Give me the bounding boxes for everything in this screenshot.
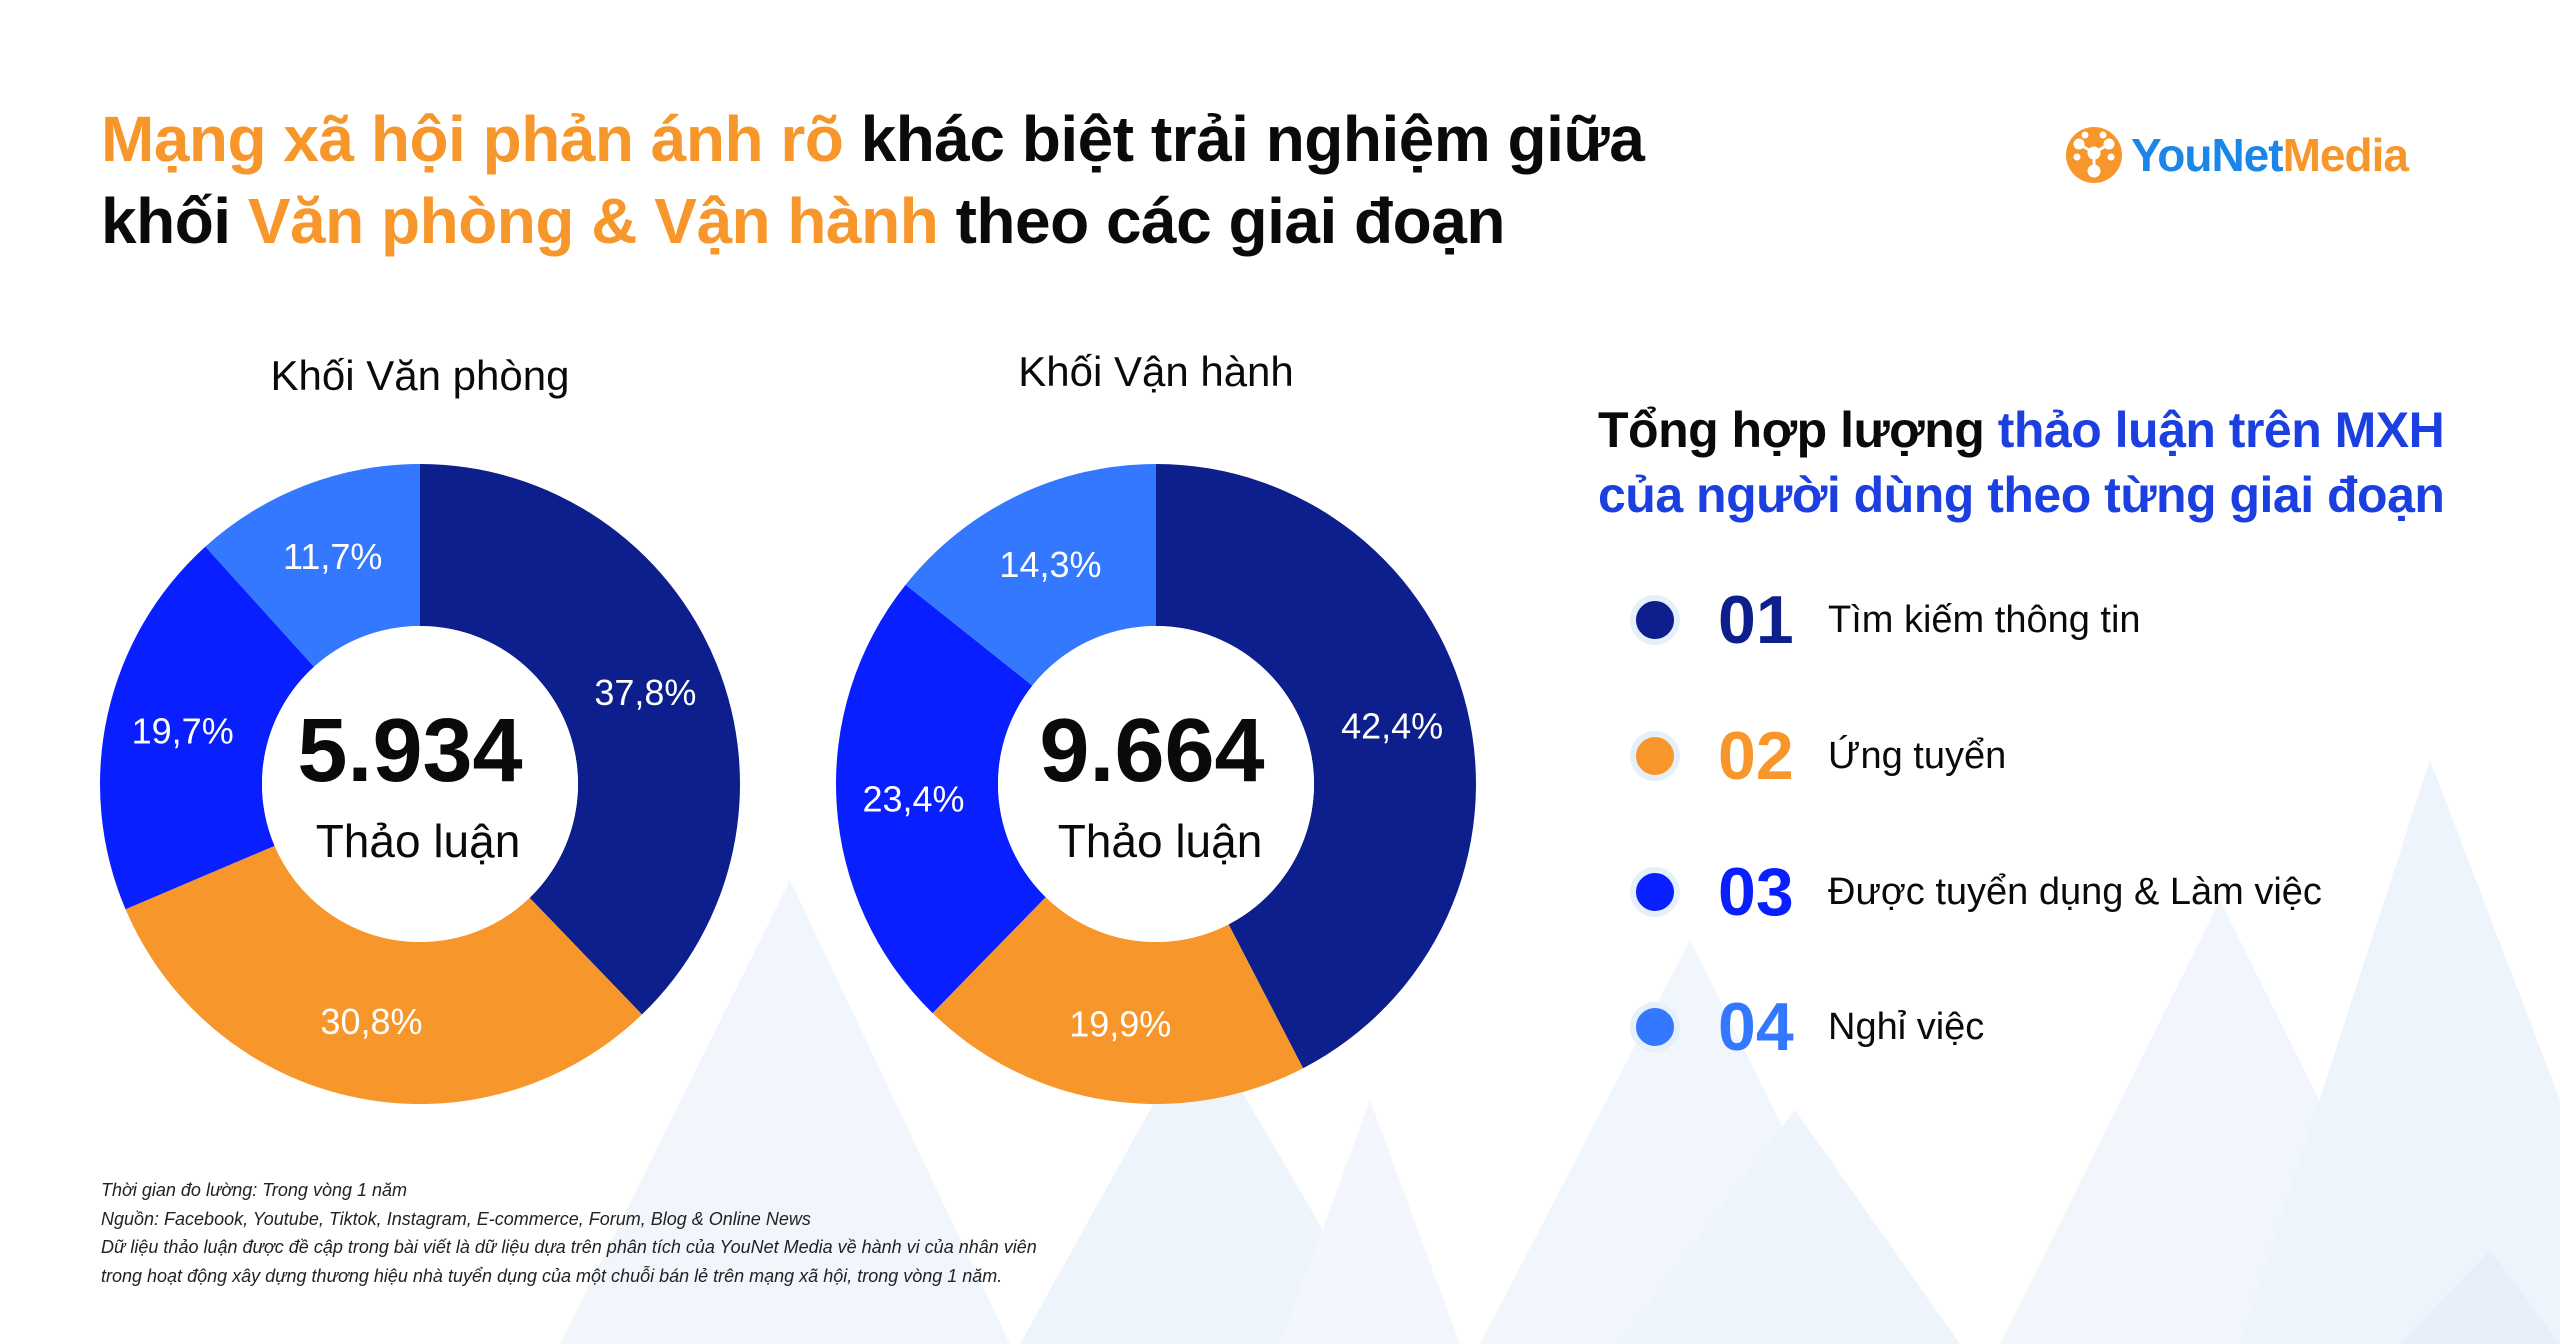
logo-media: Media — [2282, 129, 2409, 181]
legend-number: 02 — [1718, 718, 1794, 794]
legend-label: Được tuyển dụng & Làm việc — [1828, 870, 2322, 913]
legend-dot-icon — [1630, 867, 1680, 917]
younet-media-logo: YouNetMedia — [2065, 124, 2409, 186]
legend-item: 01 Tìm kiếm thông tin — [1630, 580, 2141, 660]
summary-heading: Tổng hợp lượng thảo luận trên MXH của ng… — [1598, 398, 2445, 528]
donut-hole — [998, 626, 1314, 942]
footnotes: Thời gian đo lường: Trong vòng 1 năm Ngu… — [101, 1176, 1037, 1290]
donut-slice-1-2 — [835, 584, 1046, 1014]
chart-title-operations: Khối Vận hành — [1018, 348, 1294, 395]
summary-text: Tổng hợp lượng — [1598, 402, 1998, 458]
center-label-operations: Thảo luận — [1057, 815, 1263, 867]
donut-hole — [262, 626, 578, 942]
logo-icon — [2066, 127, 2122, 183]
center-value-operations: 9.664 — [1039, 701, 1265, 801]
legend-label: Ứng tuyển — [1828, 734, 2007, 777]
page-title: Mạng xã hội phản ánh rõ khác biệt trải n… — [101, 98, 1645, 262]
slice-label: 11,7% — [283, 536, 382, 577]
donut-slice-1-0 — [1156, 464, 1476, 1069]
logo-you: YouNet — [2131, 129, 2284, 181]
center-label-office: Thảo luận — [315, 815, 521, 867]
title-text: theo các giai đoạn — [938, 185, 1506, 257]
slice-label: 19,7% — [132, 711, 234, 752]
legend-label: Nghỉ việc — [1828, 1005, 1985, 1048]
legend-item: 03 Được tuyển dụng & Làm việc — [1630, 852, 2322, 932]
legend-number: 01 — [1718, 582, 1794, 658]
legend-label: Tìm kiếm thông tin — [1828, 598, 2141, 641]
legend-number: 04 — [1718, 989, 1794, 1065]
chart-title-office: Khối Văn phòng — [270, 352, 570, 399]
slice-label: 14,3% — [999, 544, 1101, 585]
center-value-office: 5.934 — [297, 701, 523, 801]
donut-slice-0-0 — [420, 464, 740, 1015]
note-description: Dữ liệu thảo luận được đề cập trong bài … — [101, 1237, 1037, 1257]
donut-slice-0-2 — [100, 546, 315, 910]
legend-dot-icon — [1630, 1002, 1680, 1052]
title-text: khác biệt trải nghiệm giữa — [843, 103, 1645, 175]
slice-label: 30,8% — [320, 1001, 422, 1042]
note-source: Nguồn: Facebook, Youtube, Tiktok, Instag… — [101, 1208, 811, 1229]
summary-highlight: thảo luận trên MXH — [1997, 402, 2445, 458]
donut-slice-1-3 — [905, 464, 1156, 686]
legend-item: 02 Ứng tuyển — [1630, 716, 2006, 796]
slice-label: 23,4% — [862, 778, 964, 819]
donut-slice-1-1 — [932, 897, 1304, 1104]
note-description-cont: trong hoạt động xây dựng thương hiệu nhà… — [101, 1265, 1003, 1286]
slice-label: 37,8% — [594, 672, 696, 713]
summary-highlight: của người dùng theo từng giai đoạn — [1598, 467, 2445, 523]
slice-label: 42,4% — [1341, 706, 1443, 747]
slice-label: 19,9% — [1069, 1003, 1171, 1044]
legend-dot-icon — [1630, 595, 1680, 645]
legend-item: 04 Nghỉ việc — [1630, 987, 1984, 1067]
title-highlight: Mạng xã hội phản ánh rõ — [101, 103, 844, 175]
donut-slice-0-1 — [125, 845, 642, 1104]
title-highlight: Văn phòng & Vận hành — [247, 185, 939, 257]
title-text: khối — [101, 185, 248, 257]
legend-number: 03 — [1718, 854, 1794, 930]
donut-slice-0-3 — [205, 464, 420, 667]
legend-dot-icon — [1630, 731, 1680, 781]
note-period: Thời gian đo lường: Trong vòng 1 năm — [101, 1180, 407, 1200]
